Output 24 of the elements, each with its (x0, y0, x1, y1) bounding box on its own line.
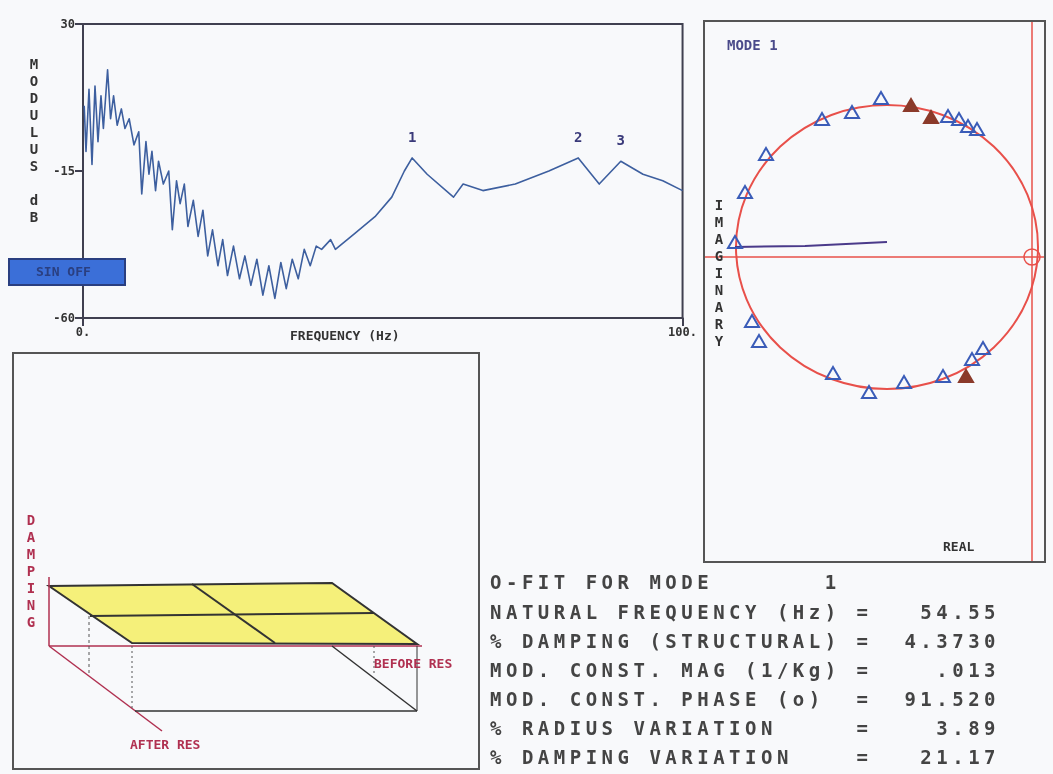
text: REAL (943, 539, 975, 554)
text: NATURAL FREQUENCY (Hz) = 54.55 (490, 601, 1001, 623)
text: AFTER RES (130, 737, 201, 752)
y-tick-label: -60 (53, 311, 75, 325)
x-tick-label: 100. (668, 325, 697, 339)
annotation: 3 (616, 132, 626, 149)
text: MOD. CONST. MAG (1/Kg) = .013 (490, 659, 1001, 681)
annotation: SIN OFF (36, 264, 91, 279)
text: MOD. CONST. PHASE (o) = 91.520 (490, 688, 1001, 710)
x-tick-label: 0. (75, 325, 91, 339)
text: O-FIT FOR MODE 1 (490, 571, 841, 593)
y-tick-label: 30 (60, 17, 75, 31)
annotation: 1 (407, 128, 417, 145)
text: DAMPING (23, 512, 39, 631)
text: % DAMPING (STRUCTURAL) = 4.3730 (490, 630, 1001, 652)
y-tick-label: -15 (53, 164, 75, 178)
text: BEFORE RES (374, 656, 453, 671)
x-axis-title: FREQUENCY (Hz) (290, 328, 400, 343)
annotation: 2 (574, 128, 583, 145)
text: % DAMPING VARIATION = 21.17 (490, 746, 1001, 768)
y-axis-title: MODULUS dB (26, 56, 42, 226)
text: MODE 1 (727, 37, 778, 53)
text: % RADIUS VARIATION = 3.89 (490, 717, 1001, 739)
text: IMAGINARY (711, 197, 727, 350)
